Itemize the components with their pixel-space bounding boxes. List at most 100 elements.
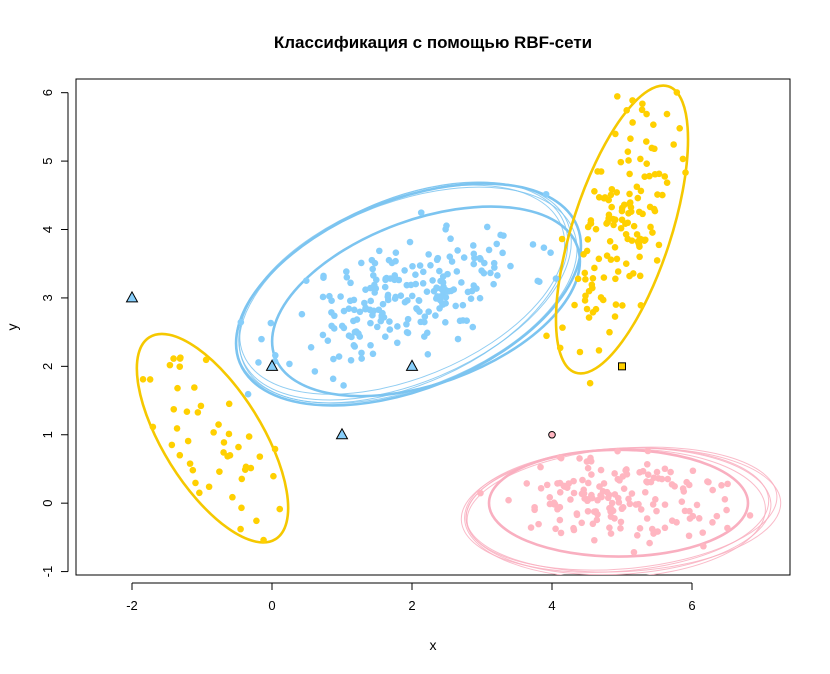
cluster-3-point (685, 532, 693, 540)
cluster-0-point (392, 257, 399, 265)
cluster-1-point (574, 275, 582, 283)
y-tick-label: 3 (40, 294, 55, 301)
cluster-0-point (453, 268, 461, 275)
cluster-1-point (641, 236, 649, 244)
cluster-2-point (260, 536, 267, 544)
cluster-0-point (351, 328, 359, 336)
cluster-1-point (600, 274, 608, 281)
cluster-3-point (650, 474, 658, 482)
cluster-2-point (210, 429, 217, 436)
cluster-0-point (340, 382, 347, 389)
cluster-1-point (586, 379, 594, 387)
cluster-2-point (271, 445, 279, 453)
cluster-3-point (626, 500, 634, 508)
cluster-0-point (393, 339, 401, 347)
cluster-0-ellipse (239, 184, 566, 395)
cluster-0-point (381, 283, 389, 291)
cluster-2-point (191, 384, 198, 391)
cluster-2-point (168, 441, 176, 449)
y-tick-label: 0 (40, 500, 55, 507)
cluster-2-point (256, 453, 264, 460)
cluster-1-point (637, 187, 645, 195)
cluster-0-point (536, 278, 543, 286)
cluster-0-point (452, 302, 459, 310)
cluster-0-point (255, 359, 262, 366)
cluster-3-point (653, 507, 660, 515)
cluster-3-point (654, 528, 661, 535)
cluster-0-point (447, 287, 455, 295)
cluster-1-point (649, 229, 656, 236)
cluster-1-point (582, 275, 589, 283)
cluster-0-point (473, 285, 480, 292)
cluster-0-point (373, 323, 381, 331)
cluster-1-point (617, 158, 625, 166)
cluster-2-point (196, 489, 203, 497)
cluster-3-point (570, 477, 577, 485)
cluster-0-point (358, 349, 365, 357)
cluster-3-point (700, 542, 707, 550)
cluster-0-point (478, 267, 485, 275)
cluster-3-point (611, 515, 618, 522)
cluster-0-point (330, 325, 338, 332)
cluster-0-point (476, 294, 484, 302)
cluster-0-point (330, 355, 337, 363)
cluster-0-point (454, 247, 461, 254)
cluster-1-point (584, 236, 592, 243)
cluster-0-point (469, 323, 477, 331)
cluster-0-point (439, 285, 446, 293)
cluster-3-point (695, 515, 703, 522)
cluster-1-point (628, 237, 636, 244)
cluster-0-point (362, 305, 369, 313)
cluster-0-point (397, 292, 405, 300)
cluster-0-point (497, 231, 504, 239)
x-tick-label: 6 (688, 598, 695, 613)
cluster-1-point (636, 235, 644, 243)
cluster-0-point (542, 190, 550, 198)
chart-title: Классификация с помощью RBF-сети (274, 33, 592, 52)
cluster-0-point (448, 258, 456, 265)
cluster-0-point (442, 319, 449, 326)
cluster-3-point (607, 530, 615, 537)
cluster-3-point (537, 484, 545, 492)
cluster-1-point (639, 210, 646, 218)
cluster-1-point (655, 170, 663, 178)
cluster-1-point (646, 203, 654, 211)
cluster-0-point (337, 293, 344, 300)
cluster-0-point (439, 279, 447, 286)
cluster-1-point (603, 220, 610, 227)
cluster-0-point (401, 267, 408, 274)
cluster-1-point (605, 196, 612, 204)
cluster-2-point (225, 400, 233, 408)
cluster-3-point (724, 480, 731, 488)
cluster-3-point (619, 473, 627, 480)
cluster-1-point (556, 344, 564, 352)
cluster-0-point (421, 318, 428, 326)
cluster-0-point (416, 308, 423, 315)
cluster-0-point (408, 292, 416, 300)
cluster-2-point (235, 443, 242, 451)
cluster-1-point (629, 119, 636, 126)
cluster-3-point (477, 489, 484, 497)
cluster-0-point (237, 318, 245, 326)
cluster-2-point (241, 466, 249, 473)
y-tick-label: -1 (40, 566, 55, 578)
cluster-0-point (417, 209, 425, 216)
cluster-2-point (177, 354, 184, 361)
cluster-0-point (419, 280, 427, 287)
cluster-3-point (653, 468, 661, 476)
cluster-1-point (614, 268, 622, 275)
cluster-2-point (166, 361, 174, 369)
cluster-0-point (328, 309, 335, 316)
cluster-3-point (581, 495, 588, 502)
cluster-1-point (639, 100, 646, 108)
cluster-0-point (401, 298, 409, 306)
cluster-0-point (384, 291, 392, 299)
cluster-3-point (618, 505, 626, 513)
cluster-2-point (276, 505, 284, 513)
cluster-ellipses (135, 84, 782, 575)
cluster-1-point (576, 348, 584, 356)
cluster-2-point (205, 483, 213, 491)
cluster-3-point (661, 465, 669, 473)
cluster-3-point (723, 506, 730, 514)
cluster-3-point (570, 489, 578, 497)
